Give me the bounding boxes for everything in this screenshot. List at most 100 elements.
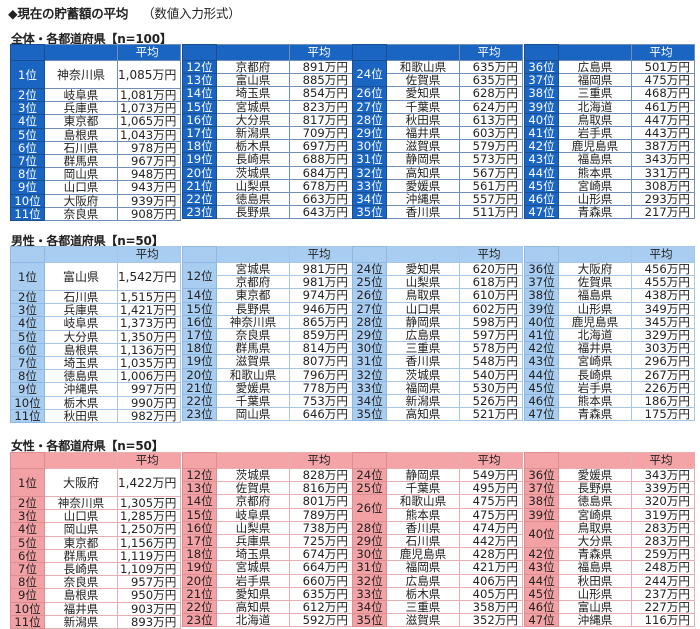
prefecture-cell: 埼玉県: [216, 86, 290, 101]
prefecture-cell: 群馬県: [216, 341, 290, 356]
table-row: 20位 和歌山県 796万円: [182, 367, 353, 382]
average-value-cell: 978万円: [116, 140, 182, 155]
prefecture-cell: 佐賀県: [386, 73, 460, 88]
rank-cell: 14位: [182, 494, 217, 509]
average-value-cell: 237万円: [631, 586, 695, 601]
average-value-cell: 1,073万円: [116, 101, 182, 116]
average-value-cell: 948万円: [116, 167, 182, 182]
prefecture-cell: 富山県: [216, 73, 290, 88]
prefecture-cell: 富山県: [44, 262, 118, 291]
prefecture-cell: 鹿児島県: [386, 547, 460, 562]
rank-cell: 17位: [182, 533, 217, 549]
rank-cell: 14位: [182, 288, 217, 303]
prefecture-cell: 島根県: [44, 342, 118, 357]
prefecture-cell: 広島県: [386, 573, 460, 588]
average-value-cell: 807万円: [289, 354, 353, 369]
prefecture-cell: 千葉県: [216, 393, 290, 409]
table-row: 43位 福島県 343万円: [524, 152, 695, 167]
prefecture-cell: 高知県: [216, 599, 290, 615]
average-value-cell: 613万円: [459, 112, 523, 127]
prefecture-cell: 岩手県: [558, 125, 632, 141]
rank-cell: 7位: [10, 561, 45, 577]
prefecture-cell: 秋田県: [558, 573, 632, 588]
table-row: 21位 山梨県 678万円: [182, 178, 353, 193]
table-row: 2位 石川県 1,515万円: [10, 289, 182, 305]
table-row: 39位 北海道 461万円: [524, 99, 695, 114]
table-row: 5位 大分県 1,350万円: [10, 329, 182, 344]
average-value-cell: 557万円: [459, 191, 523, 207]
prefecture-cell: 沖縄県: [44, 382, 118, 397]
average-value-cell: 521万円: [459, 407, 523, 422]
average-value-cell: 578万円: [459, 341, 523, 356]
prefecture-cell: 富山県: [558, 599, 632, 615]
rank-cell: 6位: [10, 548, 45, 563]
table-row: 31位 香川県 548万円: [352, 354, 523, 369]
table-row: 10位 栃木県 990万円: [10, 395, 182, 410]
table-header-row: 平均: [10, 452, 182, 469]
rank-cell: 17位: [182, 327, 217, 343]
table-row: 41位 北海道 329万円: [524, 327, 695, 343]
prefecture-cell: 大阪府: [558, 261, 632, 277]
rank-cell: 36位: [524, 467, 559, 483]
prefecture-cell: 宮城県: [216, 560, 290, 575]
average-value-cell: 939万円: [116, 193, 182, 208]
prefecture-cell: 山形県: [558, 586, 632, 601]
header-rank: [524, 452, 559, 469]
average-value-cell: 635万円: [459, 59, 523, 75]
table-row: 7位 群馬県 967万円: [10, 153, 182, 169]
rank-cell: 5位: [10, 329, 45, 344]
rank-cell: 12位: [182, 59, 217, 75]
prefecture-cell: 茨城県: [216, 165, 290, 180]
average-value-cell: 226万円: [631, 380, 695, 395]
rank-cell: 3位: [10, 509, 45, 524]
average-value-cell: 319万円: [631, 507, 695, 522]
prefecture-cell: 山梨県: [386, 275, 460, 290]
rank-cell: 35位: [352, 407, 387, 422]
rank-cell: 43位: [524, 152, 559, 167]
header-average: 平均: [459, 452, 523, 469]
rank-cell: 5位: [10, 535, 45, 550]
rank-cell: 37位: [524, 481, 559, 496]
prefecture-cell: 兵庫県: [44, 101, 118, 116]
prefecture-cell: 山口県: [386, 301, 460, 316]
rank-cell: 8位: [10, 167, 45, 182]
rank-cell: 40位: [524, 314, 559, 329]
table-row: 26位 鳥取県 610万円: [352, 288, 523, 303]
prefecture-cell: 栃木県: [216, 139, 290, 154]
prefecture-cell: 岐阜県: [44, 316, 118, 331]
average-value-cell: 646万円: [289, 407, 353, 422]
prefecture-cell: 滋賀県: [386, 139, 460, 154]
rank-cell: 1位: [10, 60, 45, 89]
table-row: 10位 福井県 903万円: [10, 601, 182, 616]
table-row: 2位 神奈川県 1,305万円: [10, 495, 182, 511]
prefecture-cell: 広島県: [386, 327, 460, 343]
table-row: 28位 静岡県 598万円: [352, 314, 523, 329]
table-row: 21位 愛媛県 778万円: [182, 380, 353, 395]
rank-cell: 42位: [524, 547, 559, 562]
prefecture-cell: 香川県: [386, 354, 460, 369]
table-row: 14位 京都府 801万円: [182, 494, 353, 509]
table-row: 40位 鳥取県 283万円: [524, 520, 695, 549]
table-row: 5位 東京都 1,156万円: [10, 535, 182, 550]
average-value-cell: 725万円: [289, 533, 353, 549]
table-row: 8位 岡山県 948万円: [10, 167, 182, 182]
table-row: 19位 長崎県 688万円: [182, 152, 353, 167]
average-value-cell: 267万円: [631, 367, 695, 382]
average-value-cell: 612万円: [289, 599, 353, 615]
table-row: 22位 高知県 612万円: [182, 599, 353, 615]
prefecture-cell: 岡山県: [216, 407, 290, 422]
rank-cell: 24位: [352, 59, 387, 88]
average-value-cell: 1,542万円: [116, 262, 182, 291]
rank-cell: 36位: [524, 59, 559, 75]
rank-cell: 30位: [352, 341, 387, 356]
prefecture-cell: 石川県: [44, 289, 118, 305]
average-value-cell: 540万円: [459, 367, 523, 382]
rank-cell: 9位: [10, 588, 45, 603]
table-row: 30位 滋賀県 579万円: [352, 139, 523, 154]
table-row: 6位 石川県 978万円: [10, 140, 182, 155]
table-header-row: 平均: [182, 452, 353, 469]
prefecture-cell: 茨城県: [216, 467, 290, 483]
table-row: 34位 三重県 358万円: [352, 599, 523, 615]
header-average: 平均: [116, 246, 182, 263]
rank-cell: 32位: [352, 573, 387, 588]
